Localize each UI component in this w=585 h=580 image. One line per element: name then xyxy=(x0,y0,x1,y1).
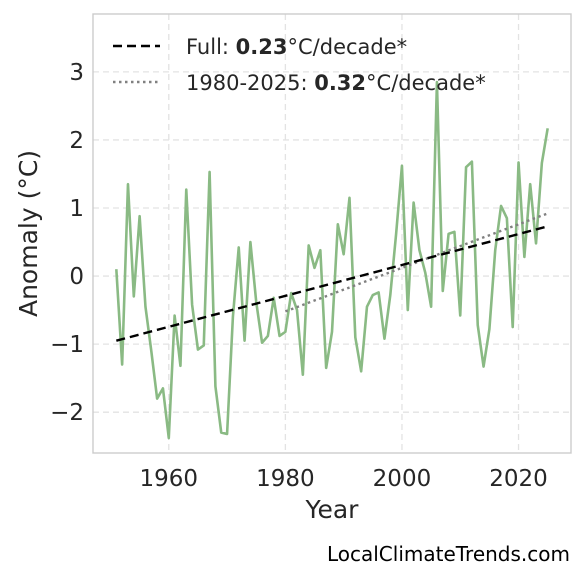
legend-entry-1: 1980-2025: 0.32°C/decade* xyxy=(186,71,486,95)
source-credit: LocalClimateTrends.com xyxy=(327,542,570,566)
x-tick-label-1: 1980 xyxy=(256,466,315,492)
series-line-dashed xyxy=(116,225,548,342)
y-tick-label-4: 2 xyxy=(69,128,84,154)
y-tick-label-2: 0 xyxy=(69,264,84,290)
x-tick-label-3: 2020 xyxy=(489,466,548,492)
x-tick-label-2: 2000 xyxy=(373,466,432,492)
grid xyxy=(93,14,571,453)
x-tick-label-0: 1960 xyxy=(140,466,199,492)
y-tick-label-0: −2 xyxy=(50,400,84,426)
y-axis-label: Anomaly (°C) xyxy=(14,150,43,317)
x-axis-label: Year xyxy=(305,495,360,524)
y-tick-label-5: 3 xyxy=(69,60,84,86)
y-tick-label-3: 1 xyxy=(69,196,84,222)
plot-border xyxy=(92,13,572,454)
y-tick-label-1: −1 xyxy=(50,332,84,358)
series-line-solid xyxy=(115,80,549,440)
legend: Full: 0.23°C/decade* 1980-2025: 0.32°C/de… xyxy=(113,35,486,95)
tick-labels: 1960 1980 2000 2020 −2 −1 0 1 2 3 xyxy=(50,60,548,492)
series-line-dotted xyxy=(284,212,549,313)
plot-frame xyxy=(92,13,572,454)
series-lines xyxy=(115,80,549,440)
legend-entry-0: Full: 0.23°C/decade* xyxy=(186,35,407,59)
